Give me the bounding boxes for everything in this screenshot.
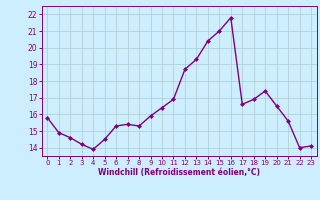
X-axis label: Windchill (Refroidissement éolien,°C): Windchill (Refroidissement éolien,°C) xyxy=(98,168,260,177)
